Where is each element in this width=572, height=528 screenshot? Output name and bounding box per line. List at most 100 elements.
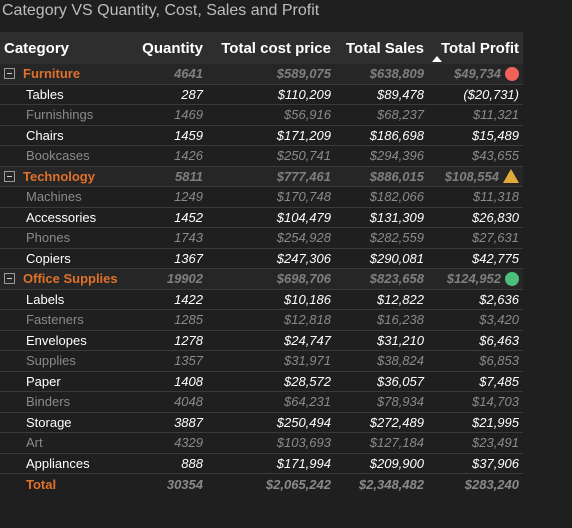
table-row[interactable]: Furnishings 1469 $56,916 $68,237 $11,321 <box>0 105 523 126</box>
collapse-toggle-icon[interactable] <box>4 273 15 285</box>
cost-value: $28,572 <box>284 373 331 389</box>
total-cost: $2,065,242 <box>265 476 331 492</box>
table-row[interactable]: Supplies 1357 $31,971 $38,824 $6,853 <box>0 351 523 372</box>
cost-value: $104,479 <box>276 209 331 225</box>
sales-value: $12,822 <box>377 291 424 307</box>
cost-value: $64,231 <box>284 394 331 410</box>
collapse-toggle-icon[interactable] <box>4 170 15 182</box>
red-status-circle-icon <box>505 66 519 81</box>
table-row[interactable]: Storage 3887 $250,494 $272,489 $21,995 <box>0 413 523 433</box>
profit-value: $37,906 <box>472 455 519 471</box>
total-label: Total <box>26 476 57 492</box>
sales-value: $294,396 <box>369 148 424 164</box>
subcategory-name: Machines <box>26 189 82 205</box>
quantity-value: 1426 <box>174 148 203 164</box>
sales-value: $131,309 <box>369 209 424 225</box>
quantity-value: 1278 <box>174 332 203 348</box>
quantity-value: 287 <box>181 86 203 102</box>
profit-value: $6,853 <box>479 353 519 369</box>
table-row[interactable]: Paper 1408 $28,572 $36,057 $7,485 <box>0 372 523 392</box>
sales-value: $31,210 <box>377 332 424 348</box>
total-row: Total 30354 $2,065,242 $2,348,482 $283,240 <box>0 474 523 495</box>
quantity-value: 1408 <box>174 373 203 389</box>
header-quantity[interactable]: Quantity <box>142 39 203 57</box>
table-row[interactable]: Binders 4048 $64,231 $78,934 $14,703 <box>0 392 523 413</box>
header-total-cost[interactable]: Total cost price <box>221 39 331 57</box>
group-quantity: 19902 <box>166 271 203 287</box>
subcategory-name: Furnishings <box>26 107 94 123</box>
cost-value: $171,994 <box>276 455 331 471</box>
table-row[interactable]: Copiers 1367 $247,306 $290,081 $42,775 <box>0 249 523 269</box>
header-category[interactable]: Category <box>4 39 70 57</box>
group-quantity: 5811 <box>175 168 203 184</box>
cost-value: $103,693 <box>276 435 331 451</box>
header-total-sales[interactable]: Total Sales <box>345 39 424 57</box>
subcategory-name: Chairs <box>26 127 64 143</box>
quantity-value: 4329 <box>174 435 203 451</box>
profit-value: $14,703 <box>472 394 519 410</box>
table-row[interactable]: Machines 1249 $170,748 $182,066 $11,318 <box>0 187 523 208</box>
sales-value: $282,559 <box>369 230 424 246</box>
profit-value: $2,636 <box>479 291 519 307</box>
cost-value: $110,209 <box>277 86 331 102</box>
cost-value: $56,916 <box>284 107 331 123</box>
table-row[interactable]: Tables 287 $110,209 $89,478 ($20,731) <box>0 85 523 105</box>
sales-value: $127,184 <box>369 435 424 451</box>
cost-value: $24,747 <box>284 332 331 348</box>
header-total-profit[interactable]: Total Profit <box>426 32 523 64</box>
table-row[interactable]: Envelopes 1278 $24,747 $31,210 $6,463 <box>0 331 523 351</box>
group-quantity: 4641 <box>174 66 203 82</box>
quantity-value: 1367 <box>174 250 203 266</box>
profit-value: $15,489 <box>472 127 519 143</box>
quantity-value: 4048 <box>174 394 203 410</box>
profit-value: $21,995 <box>472 414 519 430</box>
subcategory-name: Copiers <box>26 250 71 266</box>
subcategory-name: Envelopes <box>26 332 87 348</box>
profit-value: $11,318 <box>472 189 519 205</box>
quantity-value: 1422 <box>174 291 203 307</box>
subcategory-name: Bookcases <box>26 148 90 164</box>
sort-ascending-icon[interactable] <box>432 56 442 62</box>
collapse-toggle-icon[interactable] <box>4 68 15 80</box>
cost-value: $254,928 <box>276 230 331 246</box>
matrix-table: Category Quantity Total cost price Total… <box>0 32 523 495</box>
sales-value: $68,237 <box>377 107 424 123</box>
table-row[interactable]: Art 4329 $103,693 $127,184 $23,491 <box>0 433 523 454</box>
group-profit: $49,734 <box>454 66 501 82</box>
group-name: Technology <box>23 168 95 184</box>
subcategory-name: Fasteners <box>26 312 84 328</box>
profit-value: $27,631 <box>472 230 519 246</box>
quantity-value: 1459 <box>174 127 203 143</box>
table-row[interactable]: Bookcases 1426 $250,741 $294,396 $43,655 <box>0 146 523 167</box>
profit-value: $26,830 <box>472 209 519 225</box>
cost-value: $171,209 <box>276 127 331 143</box>
table-row[interactable]: Chairs 1459 $171,209 $186,698 $15,489 <box>0 126 523 146</box>
group-category-cell: Technology <box>0 169 130 184</box>
total-profit: $283,240 <box>464 476 519 492</box>
quantity-value: 3887 <box>174 414 203 430</box>
subcategory-name: Accessories <box>26 209 97 225</box>
group-profit-cell: $108,554 <box>426 169 523 184</box>
group-profit: $108,554 <box>444 168 499 184</box>
profit-value: ($20,731) <box>463 86 519 102</box>
sales-value: $16,238 <box>377 312 424 328</box>
cost-value: $170,748 <box>276 189 331 205</box>
quantity-value: 1249 <box>174 189 203 205</box>
profit-value: $3,420 <box>479 312 519 328</box>
table-row[interactable]: Appliances 888 $171,994 $209,900 $37,906 <box>0 454 523 474</box>
table-row[interactable]: Labels 1422 $10,186 $12,822 $2,636 <box>0 290 523 310</box>
header-row: Category Quantity Total cost price Total… <box>0 32 523 64</box>
sales-value: $209,900 <box>369 455 424 471</box>
visual-title: Category VS Quantity, Cost, Sales and Pr… <box>2 2 320 19</box>
table-row[interactable]: Accessories 1452 $104,479 $131,309 $26,830 <box>0 208 523 228</box>
matrix-body: Furniture 4641 $589,075 $638,809 $49,734 Tabl… <box>0 64 523 495</box>
table-row[interactable]: Fasteners 1285 $12,818 $16,238 $3,420 <box>0 310 523 331</box>
table-row[interactable]: Phones 1743 $254,928 $282,559 $27,631 <box>0 228 523 249</box>
cost-value: $31,971 <box>284 353 331 369</box>
profit-value: $11,321 <box>472 107 519 123</box>
subcategory-name: Phones <box>26 230 71 246</box>
total-sales: $2,348,482 <box>358 476 424 492</box>
subcategory-name: Appliances <box>26 455 90 471</box>
group-row: Office Supplies 19902 $698,706 $823,658 $124… <box>0 269 523 290</box>
